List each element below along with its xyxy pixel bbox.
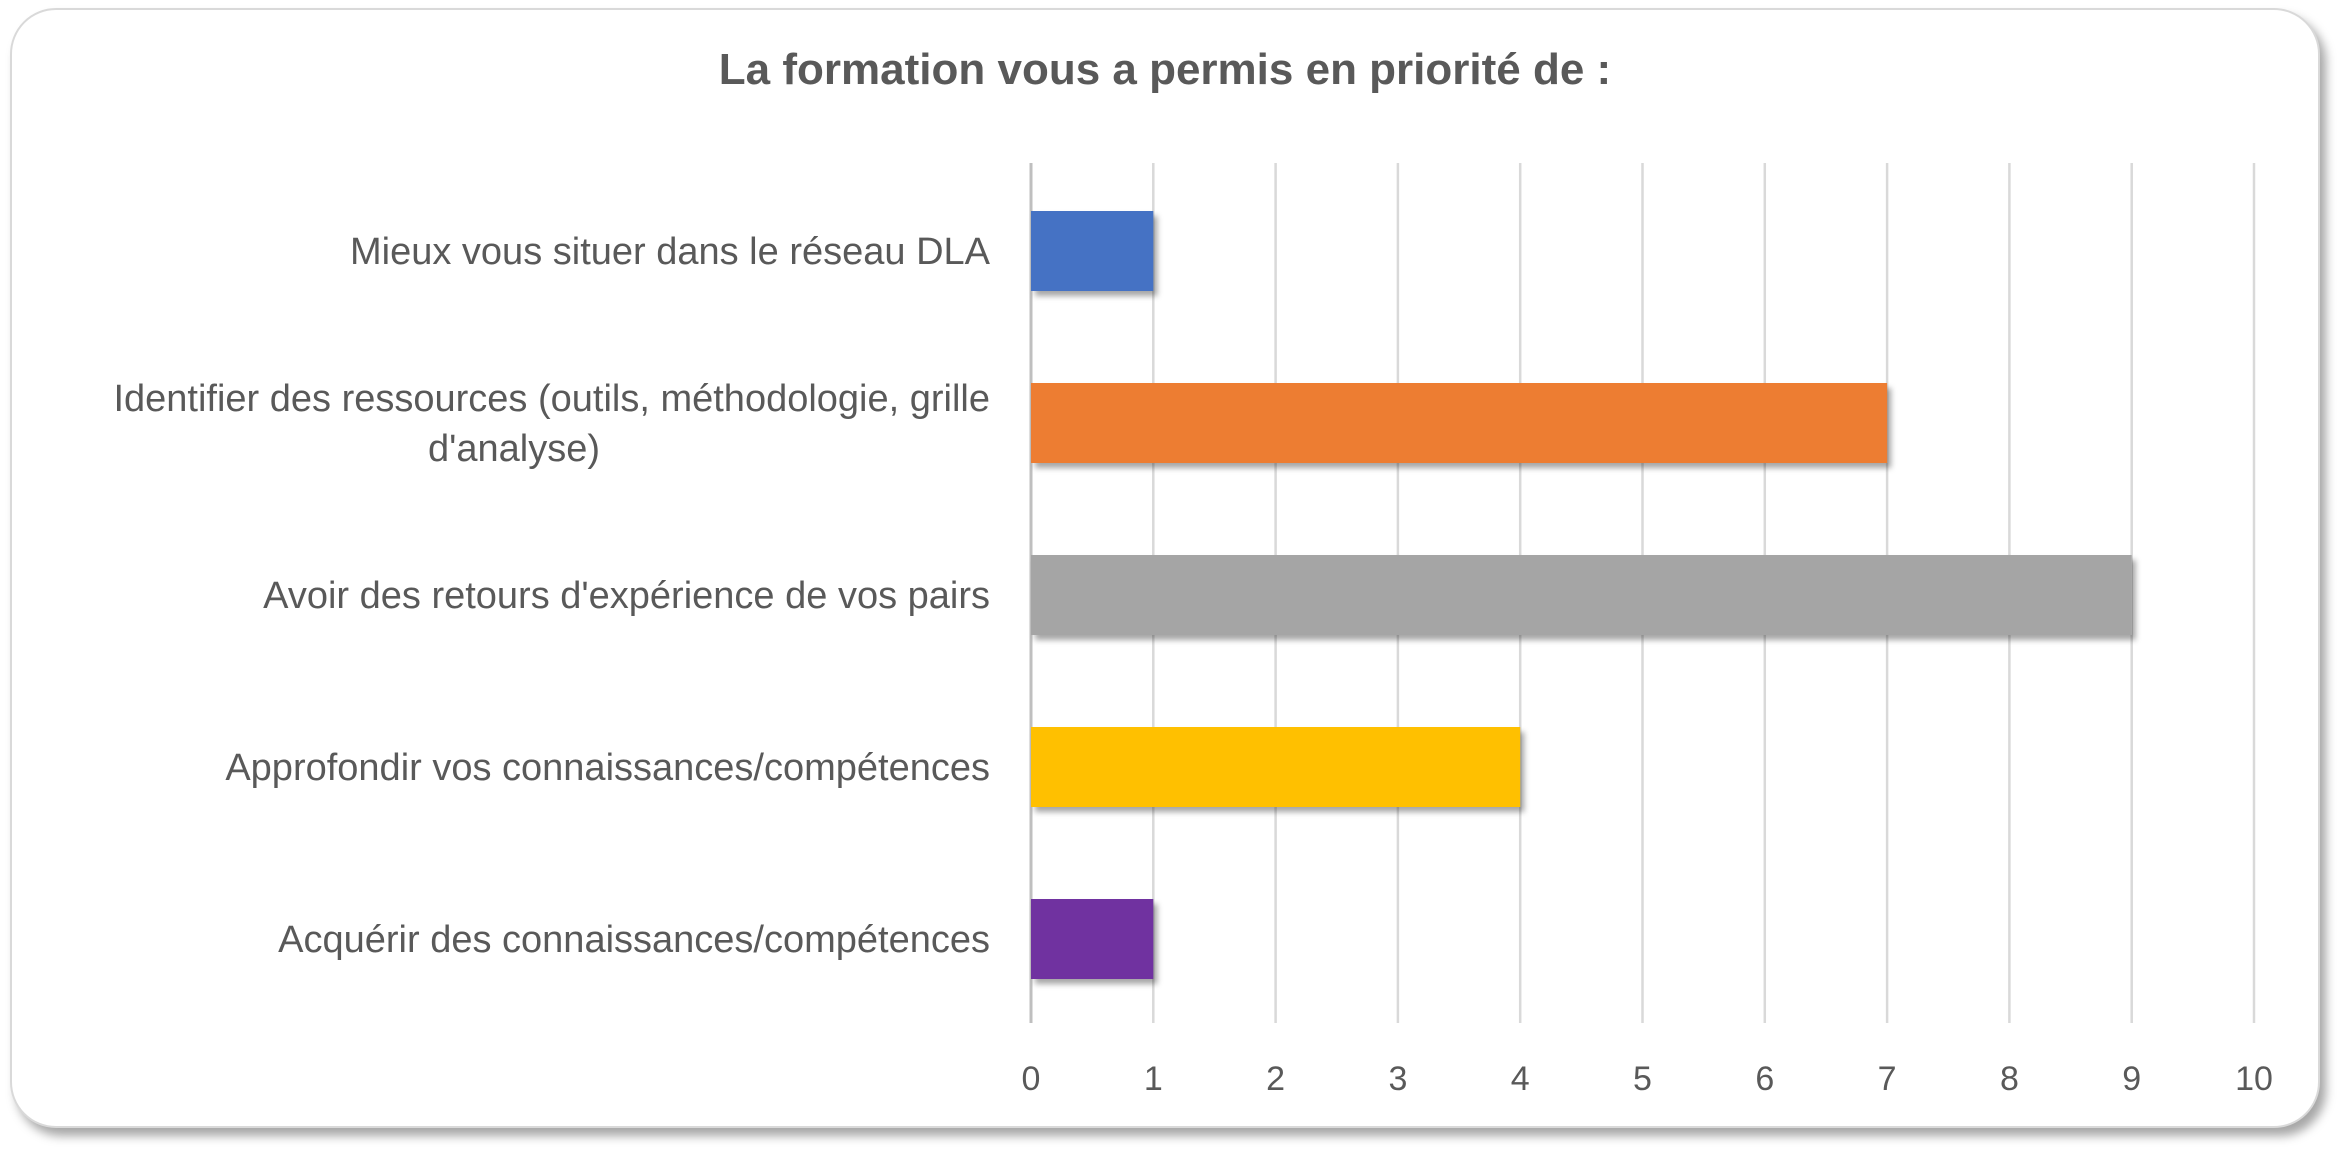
- x-tick-label: 0: [1022, 1060, 1041, 1098]
- bar: [1031, 727, 1521, 807]
- chart-title: La formation vous a permis en priorité d…: [718, 45, 1612, 94]
- category-label: Avoir des retours d'expérience de vos pa…: [263, 575, 990, 617]
- x-tick-label: 8: [2000, 1060, 2019, 1098]
- x-tick-label: 7: [1878, 1060, 1897, 1098]
- bar: [1031, 555, 2132, 635]
- category-labels: Mieux vous situer dans le réseau DLA Iden…: [113, 231, 990, 961]
- x-tick-label: 9: [2122, 1060, 2141, 1098]
- bar: [1031, 211, 1154, 291]
- category-label: d'analyse): [428, 428, 600, 470]
- x-tick-label: 10: [2235, 1060, 2273, 1098]
- x-tick-label: 3: [1388, 1060, 1407, 1098]
- x-tick-label: 2: [1266, 1060, 1285, 1098]
- x-tick-label: 1: [1144, 1060, 1163, 1098]
- category-label: Mieux vous situer dans le réseau DLA: [350, 231, 991, 273]
- bar: [1031, 383, 1888, 463]
- x-tick-label: 5: [1633, 1060, 1652, 1098]
- x-tick-labels: 0 1 2 3 4 5 6 7 8 9 10: [1022, 1060, 2273, 1098]
- category-label: Acquérir des connaissances/compétences: [278, 919, 990, 961]
- category-label: Identifier des ressources (outils, métho…: [113, 378, 990, 420]
- category-label: Approfondir vos connaissances/compétence…: [225, 747, 990, 789]
- bar: [1031, 899, 1154, 979]
- x-tick-label: 4: [1511, 1060, 1530, 1098]
- x-tick-label: 6: [1755, 1060, 1774, 1098]
- bars: [1031, 211, 2132, 979]
